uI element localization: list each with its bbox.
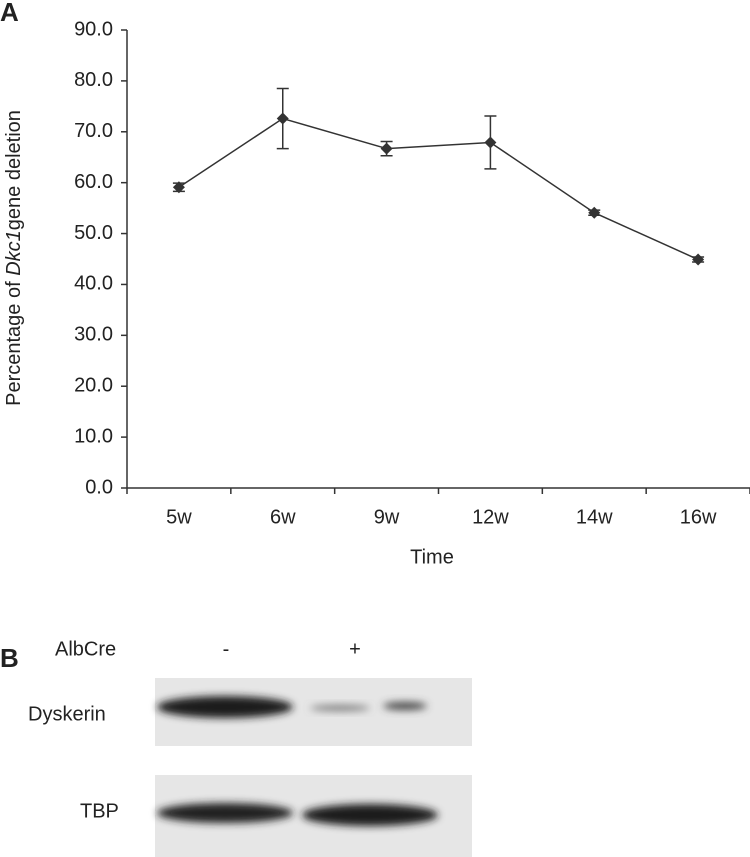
y-tick-label: 30.0 — [74, 324, 113, 346]
row-label: TBP — [80, 800, 119, 822]
x-tick-label: 9w — [374, 506, 400, 528]
panel-label: A — [0, 0, 19, 27]
y-tick-label: 40.0 — [74, 273, 113, 295]
data-point — [276, 112, 289, 125]
y-tick-label: 50.0 — [74, 222, 113, 244]
y-tick-label: 20.0 — [74, 375, 113, 397]
y-tick-label: 0.0 — [85, 476, 113, 498]
blot-band — [157, 696, 293, 718]
data-point — [692, 253, 705, 266]
y-tick-label: 90.0 — [74, 18, 113, 40]
y-tick-label: 10.0 — [74, 425, 113, 447]
panel-label: B — [0, 643, 19, 673]
x-tick-label: 6w — [270, 506, 296, 528]
y-title-part: Dkc1 — [3, 230, 25, 276]
lane-label: + — [349, 638, 361, 660]
x-axis-title: Time — [410, 546, 454, 568]
x-tick-label: 14w — [576, 506, 613, 528]
condition-label: AlbCre — [55, 638, 116, 660]
y-tick-label: 70.0 — [74, 120, 113, 142]
x-tick-label: 16w — [680, 506, 717, 528]
x-tick-label: 5w — [166, 506, 192, 528]
blot-band — [302, 804, 438, 826]
y-axis-title: Percentage of Dkc1gene deletion — [3, 110, 25, 406]
y-title-part: gene deletion — [3, 110, 25, 230]
x-tick-label: 12w — [472, 506, 509, 528]
blot-band — [157, 803, 293, 823]
data-point — [484, 136, 497, 149]
y-tick-label: 60.0 — [74, 171, 113, 193]
data-point — [380, 142, 393, 155]
y-title-part: Percentage of — [3, 276, 25, 406]
y-tick-label: 80.0 — [74, 69, 113, 91]
blot-band — [310, 705, 370, 711]
data-point — [172, 181, 185, 194]
blot-band — [383, 702, 427, 710]
lane-label: - — [223, 638, 230, 660]
row-label: Dyskerin — [28, 703, 106, 725]
data-point — [588, 206, 601, 219]
data-line — [178, 117, 699, 261]
